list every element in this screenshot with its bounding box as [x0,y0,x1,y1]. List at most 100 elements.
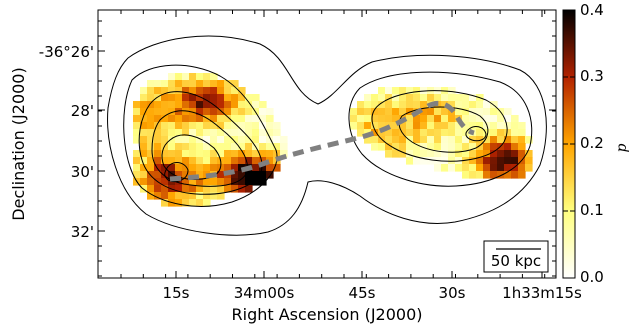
heatmap-cell [224,157,232,165]
heatmap-cell [182,73,190,81]
heatmap-cell [252,115,260,123]
heatmap-cell [147,150,155,158]
heatmap-cell [161,122,169,130]
heatmap-cell [161,157,169,165]
heatmap-cell [455,164,463,172]
heatmap-cell [483,136,491,144]
heatmap-cell [259,178,267,186]
heatmap-cell [189,171,197,179]
heatmap-cell [168,192,176,200]
heatmap-cell [427,136,435,144]
heatmap-cell [371,122,379,130]
heatmap-cell [189,122,197,130]
heatmap-cell [140,129,148,137]
heatmap-cell [504,108,512,116]
heatmap-cell [448,129,456,137]
heatmap-cell [182,108,190,116]
heatmap-cell [203,129,211,137]
heatmap-cell [448,143,456,151]
heatmap-cell [497,157,505,165]
heatmap-cell [504,171,512,179]
heatmap-cell [238,136,246,144]
heatmap-cell [385,87,393,95]
heatmap-cell [196,150,204,158]
heatmap-cell [182,164,190,172]
heatmap-cell [406,157,414,165]
heatmap-cell [140,122,148,130]
heatmap-cell [231,150,239,158]
heatmap-cell [224,122,232,130]
heatmap-cell [483,143,491,151]
heatmap-cell [182,129,190,137]
heatmap-cell [364,101,372,109]
heatmap-cell [497,164,505,172]
heatmap-cell [245,157,253,165]
heatmap-cell [441,143,449,151]
heatmap-cell [483,157,491,165]
heatmap-cell [434,164,442,172]
heatmap-cell [413,122,421,130]
jet-axis-dashed-line [169,100,475,182]
heatmap-cell [455,108,463,116]
heatmap-cell [224,94,232,102]
heatmap-cell [238,171,246,179]
heatmap-cell [189,199,197,207]
heatmap-cell [476,101,484,109]
heatmap-cell [238,122,246,130]
heatmap-cell [462,108,470,116]
heatmap-cell [245,178,253,186]
heatmap-cell [238,87,246,95]
heatmap-cell [224,80,232,88]
heatmap-cell [168,136,176,144]
heatmap-cell [217,122,225,130]
heatmap-cell [133,129,141,137]
heatmap-cell [518,122,526,130]
heatmap-cell [399,143,407,151]
heatmap-cell [196,171,204,179]
heatmap-cell [210,185,218,193]
heatmap-cell [182,115,190,123]
heatmap-cell [175,171,183,179]
heatmap-cell [434,150,442,158]
heatmap-cell [238,129,246,137]
heatmap-cell [175,199,183,207]
heatmap-cell [147,122,155,130]
heatmap-cell [511,164,519,172]
heatmap-cell [252,171,260,179]
heatmap-cell [448,115,456,123]
heatmap-cell [427,157,435,165]
heatmap-cell [203,80,211,88]
heatmap-cell [175,192,183,200]
heatmap-cell [490,157,498,165]
heatmap-cell [217,101,225,109]
heatmap-cell [455,136,463,144]
heatmap-cell [147,192,155,200]
heatmap-cell [441,136,449,144]
heatmap-cell [189,80,197,88]
heatmap-cell [175,122,183,130]
heatmap-cell [441,129,449,137]
heatmap-cell [175,178,183,186]
heatmap-cell [161,178,169,186]
heatmap-cell [455,143,463,151]
heatmap-cell [196,87,204,95]
heatmap-cell [364,115,372,123]
heatmap-cell [161,87,169,95]
heatmap-cell [434,122,442,130]
heatmap-cell [161,108,169,116]
heatmap-cell [154,185,162,193]
heatmap-cell [413,150,421,158]
heatmap-cell [518,143,526,151]
heatmap-cell [203,115,211,123]
heatmap-cell [140,157,148,165]
heatmap-cell [168,115,176,123]
heatmap-cell [469,171,477,179]
heatmap-cell [161,94,169,102]
heatmap-cell [196,157,204,165]
heatmap-cell [476,122,484,130]
heatmap-cell [455,150,463,158]
heatmap-cell [371,136,379,144]
y-tick-labels: -36°26' 28' 30' 32' [39,43,94,241]
heatmap-cell [434,108,442,116]
heatmap-cell [168,171,176,179]
